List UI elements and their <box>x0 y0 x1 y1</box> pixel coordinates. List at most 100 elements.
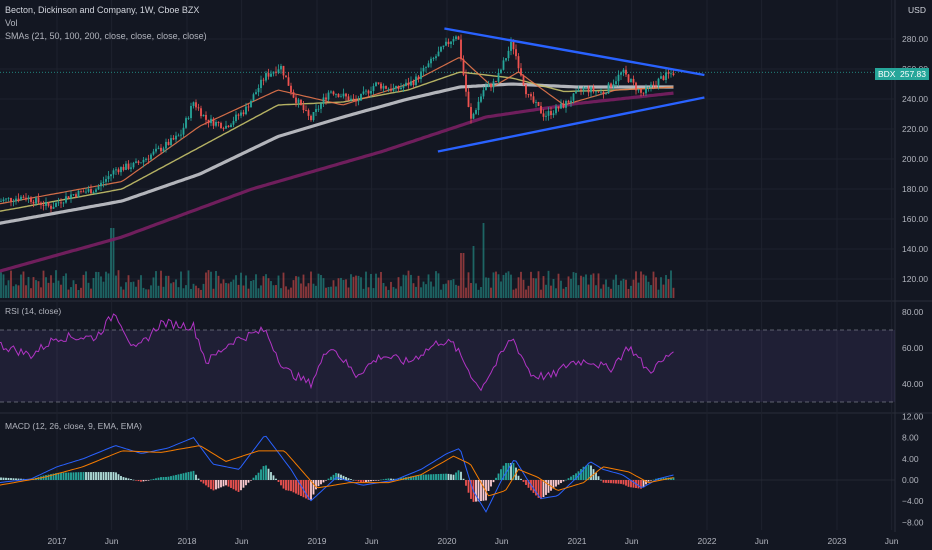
candle-body <box>62 202 65 204</box>
macd-histogram-bar <box>205 480 207 486</box>
macd-histogram-bar <box>425 474 427 480</box>
volume-bar <box>300 283 302 298</box>
candle-body <box>87 189 90 192</box>
volume-bar <box>360 277 362 298</box>
volume-bar <box>150 285 152 298</box>
macd-histogram-bar <box>240 480 242 491</box>
volume-bar <box>342 279 345 298</box>
candle-body <box>77 190 80 197</box>
candle-body <box>100 182 102 187</box>
volume-bar <box>175 279 177 298</box>
volume-bar <box>20 274 22 298</box>
candle-body <box>430 58 432 64</box>
macd-histogram-bar <box>265 465 267 480</box>
candle-body <box>152 151 155 155</box>
volume-bar <box>210 271 212 298</box>
candle-body <box>140 162 142 164</box>
macd-histogram-bar <box>607 480 610 484</box>
volume-bar <box>362 288 365 298</box>
volume-bar <box>97 272 100 298</box>
macd-histogram-bar <box>275 478 277 480</box>
candle-body <box>477 101 480 111</box>
macd-histogram-bar <box>670 477 672 480</box>
volume-bar <box>315 285 317 298</box>
macd-histogram-bar <box>167 476 170 480</box>
volume-bar <box>420 287 422 298</box>
volume-bar <box>277 275 280 298</box>
candle-body <box>317 108 320 110</box>
volume-bar <box>15 284 17 298</box>
candle-body <box>650 84 652 87</box>
volume-bar <box>117 270 120 298</box>
macd-histogram-bar <box>182 473 185 480</box>
macd-histogram-bar <box>195 474 197 480</box>
macd-histogram-bar <box>95 472 97 480</box>
macd-histogram-bar <box>370 480 372 482</box>
candle-body <box>30 197 32 202</box>
macd-histogram-bar <box>382 479 385 480</box>
candle-body <box>372 86 375 92</box>
volume-bar <box>305 286 307 298</box>
price-tick-label: 140.00 <box>902 244 928 254</box>
candle-body <box>57 202 60 204</box>
volume-bar <box>567 276 570 298</box>
volume-bar <box>552 279 555 298</box>
macd-histogram-bar <box>305 480 307 499</box>
volume-bar <box>620 280 622 298</box>
candle-body <box>607 83 610 94</box>
volume-bar <box>452 279 455 298</box>
macd-histogram-bar <box>260 469 262 480</box>
volume-bar <box>545 284 547 298</box>
candle-body <box>307 110 310 116</box>
macd-histogram-bar <box>97 472 100 480</box>
volume-bar <box>507 271 510 298</box>
macd-histogram-bar <box>497 473 500 480</box>
macd-histogram-bar <box>437 473 440 480</box>
macd-histogram-bar <box>225 480 227 486</box>
volume-bar <box>32 277 35 298</box>
macd-histogram-bar <box>90 472 92 480</box>
candle-body <box>537 102 540 106</box>
candle-body <box>225 125 227 129</box>
macd-histogram-bar <box>132 479 135 481</box>
volume-bar <box>162 286 165 298</box>
volume-bar <box>5 285 7 298</box>
macd-histogram-bar <box>107 472 110 480</box>
candle-body <box>280 65 282 70</box>
volume-bar <box>152 277 155 298</box>
volume-bar <box>365 271 367 298</box>
candle-body <box>407 82 410 86</box>
volume-bar <box>265 274 267 298</box>
macd-histogram-bar <box>185 472 187 480</box>
macd-histogram-bar <box>355 480 357 481</box>
volume-bar <box>467 272 470 298</box>
macd-histogram-bar <box>62 472 65 480</box>
macd-histogram-bar <box>430 474 432 480</box>
macd-histogram-bar <box>482 480 485 501</box>
candle-body <box>130 167 132 169</box>
volume-bar <box>82 274 85 298</box>
macd-histogram-bar <box>357 480 360 482</box>
volume-bar <box>230 281 232 298</box>
volume-bar <box>275 285 277 298</box>
volume-bar <box>302 274 305 298</box>
candle-body <box>42 204 45 206</box>
volume-bar <box>252 280 255 298</box>
volume-bar <box>512 289 515 298</box>
candle-body <box>27 197 30 200</box>
volume-bar <box>35 280 37 298</box>
volume-bar <box>442 284 445 298</box>
candle-body <box>145 158 147 160</box>
candle-body <box>412 81 415 86</box>
macd-histogram-bar <box>210 480 212 490</box>
macd-histogram-bar <box>302 480 305 498</box>
volume-bar <box>582 276 585 298</box>
candle-body <box>212 118 215 126</box>
volume-bar <box>670 270 672 298</box>
candle-body <box>80 190 82 192</box>
volume-bar <box>570 278 572 298</box>
volume-bar <box>207 270 210 298</box>
macd-histogram-bar <box>137 480 140 482</box>
candle-body <box>640 89 642 93</box>
